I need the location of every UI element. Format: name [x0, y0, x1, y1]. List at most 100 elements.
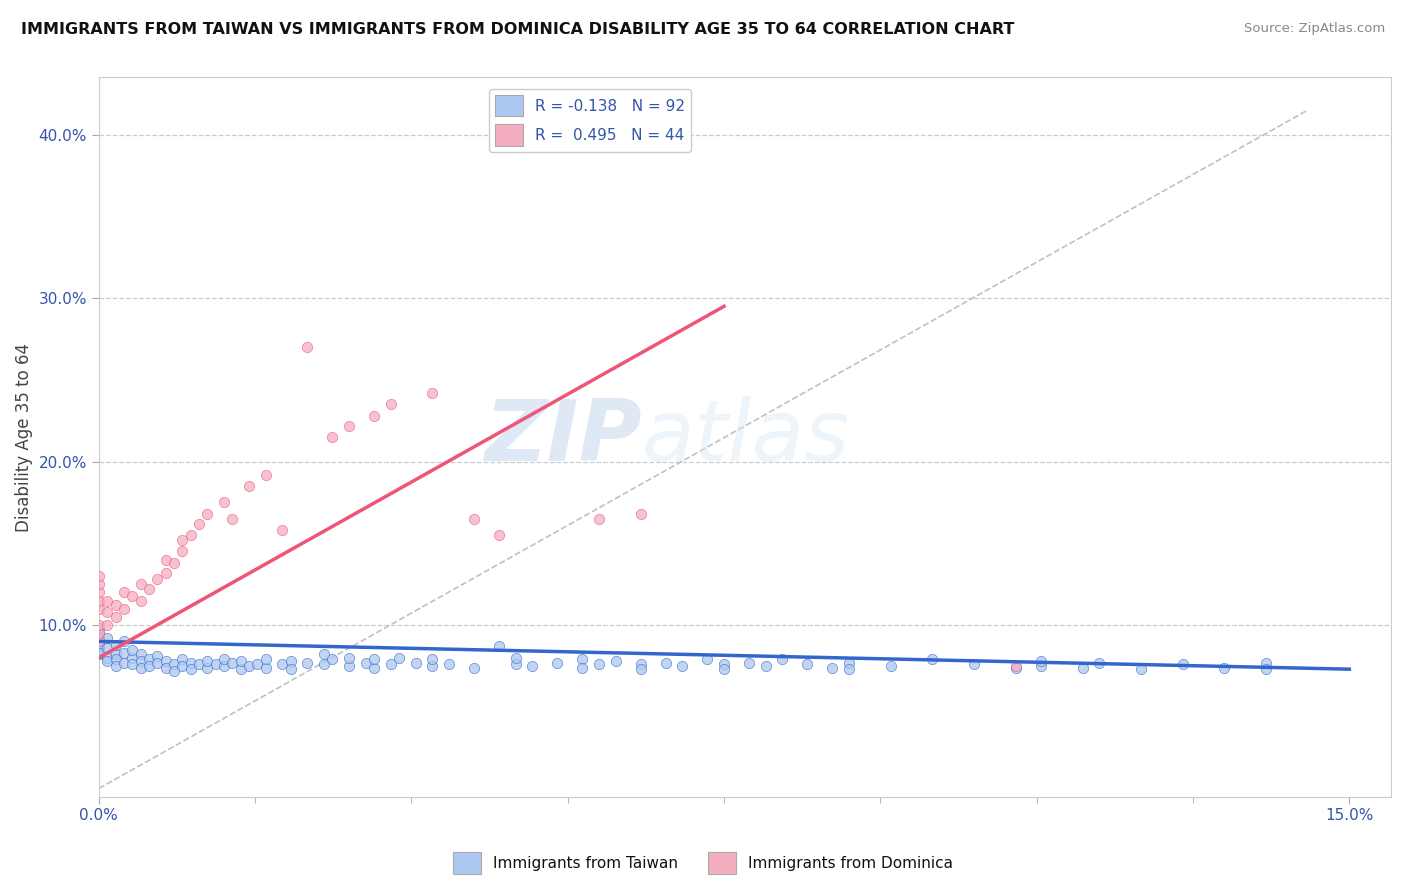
- Text: atlas: atlas: [641, 395, 849, 478]
- Point: [180, 528, 202, 542]
- Point: [87, 593, 110, 607]
- Point: [195, 660, 218, 674]
- Point: [104, 648, 127, 662]
- Point: [187, 657, 209, 672]
- Point: [1029, 654, 1052, 668]
- Point: [112, 656, 135, 670]
- Point: [87, 631, 110, 645]
- Point: [505, 657, 527, 672]
- Point: [87, 642, 110, 657]
- Point: [337, 650, 360, 665]
- Point: [755, 659, 778, 673]
- Point: [129, 654, 152, 668]
- Point: [212, 659, 235, 673]
- Y-axis label: Disability Age 35 to 64: Disability Age 35 to 64: [15, 343, 32, 532]
- Point: [337, 659, 360, 673]
- Point: [380, 657, 402, 672]
- Point: [112, 585, 135, 599]
- Point: [880, 659, 903, 673]
- Point: [963, 657, 986, 672]
- Point: [104, 599, 127, 613]
- Point: [280, 654, 302, 668]
- Point: [321, 430, 343, 444]
- Point: [87, 634, 110, 648]
- Point: [195, 507, 218, 521]
- Point: [163, 556, 186, 570]
- Point: [172, 533, 194, 547]
- Point: [129, 660, 152, 674]
- Point: [104, 638, 127, 652]
- Point: [321, 652, 343, 666]
- Point: [155, 566, 177, 580]
- Point: [280, 662, 302, 676]
- Point: [138, 659, 160, 673]
- Point: [420, 659, 443, 673]
- Point: [87, 577, 110, 591]
- Text: Source: ZipAtlas.com: Source: ZipAtlas.com: [1244, 22, 1385, 36]
- Point: [1171, 657, 1194, 672]
- Point: [696, 652, 718, 666]
- Point: [297, 340, 319, 354]
- Point: [87, 638, 110, 652]
- Point: [163, 657, 186, 672]
- Point: [96, 605, 118, 619]
- Point: [1005, 660, 1028, 674]
- Point: [96, 640, 118, 655]
- Point: [312, 657, 335, 672]
- Point: [129, 593, 152, 607]
- Point: [221, 512, 243, 526]
- Point: [488, 528, 510, 542]
- Point: [172, 544, 194, 558]
- Point: [221, 656, 243, 670]
- Point: [388, 650, 411, 665]
- Point: [363, 652, 385, 666]
- Point: [821, 660, 844, 674]
- Point: [1254, 656, 1277, 670]
- Point: [212, 495, 235, 509]
- Point: [405, 656, 427, 670]
- Point: [112, 646, 135, 660]
- Point: [146, 656, 169, 670]
- Point: [738, 656, 761, 670]
- Point: [838, 656, 860, 670]
- Point: [654, 656, 676, 670]
- Point: [87, 618, 110, 632]
- Point: [96, 631, 118, 645]
- Point: [112, 634, 135, 648]
- Point: [420, 652, 443, 666]
- Point: [420, 385, 443, 400]
- Point: [87, 621, 110, 635]
- Point: [180, 656, 202, 670]
- Point: [463, 660, 485, 674]
- Point: [238, 479, 260, 493]
- Point: [146, 649, 169, 664]
- Point: [1088, 656, 1111, 670]
- Point: [605, 654, 627, 668]
- Point: [463, 512, 485, 526]
- Point: [246, 657, 269, 672]
- Point: [271, 657, 294, 672]
- Point: [796, 657, 818, 672]
- Point: [1213, 660, 1236, 674]
- Point: [297, 656, 319, 670]
- Point: [337, 418, 360, 433]
- Point: [87, 601, 110, 615]
- Point: [354, 656, 377, 670]
- Point: [87, 634, 110, 648]
- Point: [163, 664, 186, 678]
- Point: [838, 662, 860, 676]
- Point: [772, 652, 794, 666]
- Point: [437, 657, 460, 672]
- Point: [104, 652, 127, 666]
- Point: [571, 660, 593, 674]
- Point: [121, 589, 143, 603]
- Point: [713, 657, 735, 672]
- Point: [180, 662, 202, 676]
- Point: [1029, 659, 1052, 673]
- Point: [921, 652, 943, 666]
- Point: [96, 593, 118, 607]
- Point: [104, 610, 127, 624]
- Point: [155, 654, 177, 668]
- Point: [112, 601, 135, 615]
- Point: [713, 662, 735, 676]
